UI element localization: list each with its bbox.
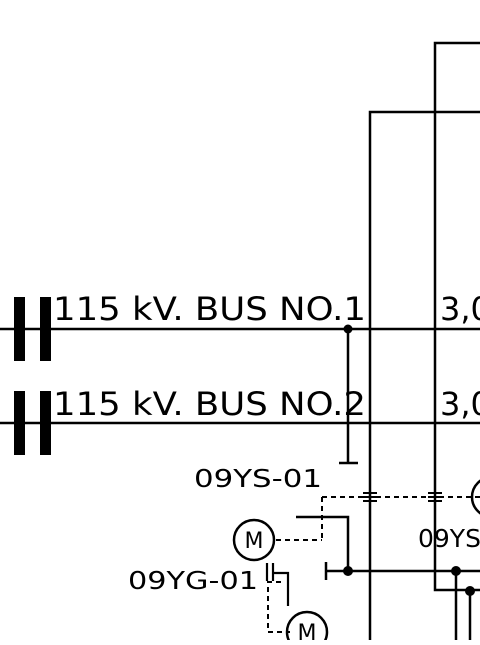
bus-1-terminal-left: [14, 297, 25, 361]
bus-1-label: 115 kV. BUS NO.1: [53, 290, 366, 328]
bus-1-terminal-right: [40, 297, 51, 361]
motor-icon: [285, 610, 329, 645]
motor-upper-symbol: M: [245, 529, 264, 554]
motor-icon: [232, 518, 276, 562]
feeder-lines: [368, 41, 480, 640]
bus-2-label: 115 kV. BUS NO.2: [53, 385, 366, 423]
feeder-line-inner: [368, 110, 480, 640]
switch-09ys-label: 09YS: [418, 524, 480, 553]
motor-operator-upper[interactable]: M: [232, 518, 276, 562]
motor-operator-right-partial: [470, 479, 480, 515]
feeder-line-outer: [433, 41, 480, 592]
bus-bar-1[interactable]: 115 kV. BUS NO.1 3,0: [0, 290, 480, 361]
bus-bar-2[interactable]: 115 kV. BUS NO.2 3,0: [0, 385, 480, 455]
bus-2-terminal-left: [14, 391, 25, 455]
linkage-cross-marks: [363, 492, 442, 502]
mechanical-linkage: [267, 496, 480, 633]
bus-1-junction-dot: [343, 324, 353, 334]
junction-dot: [343, 566, 353, 576]
switch-blade-assembly[interactable]: [296, 515, 480, 640]
grounding-09yg-01-label: 09YG-01: [128, 566, 258, 595]
bus-2-terminal-right: [40, 391, 51, 455]
bus-1-right-label: 3,0: [440, 290, 480, 328]
motor-lower-symbol: M: [298, 621, 317, 640]
disconnect-switch-09ys-01[interactable]: [339, 324, 358, 465]
switch-09ys-01-label: 09YS-01: [194, 464, 322, 493]
bus-2-right-label: 3,0: [440, 385, 480, 423]
grounding-switch-09yg-01[interactable]: [265, 563, 290, 606]
motor-operator-lower[interactable]: M: [285, 610, 329, 645]
